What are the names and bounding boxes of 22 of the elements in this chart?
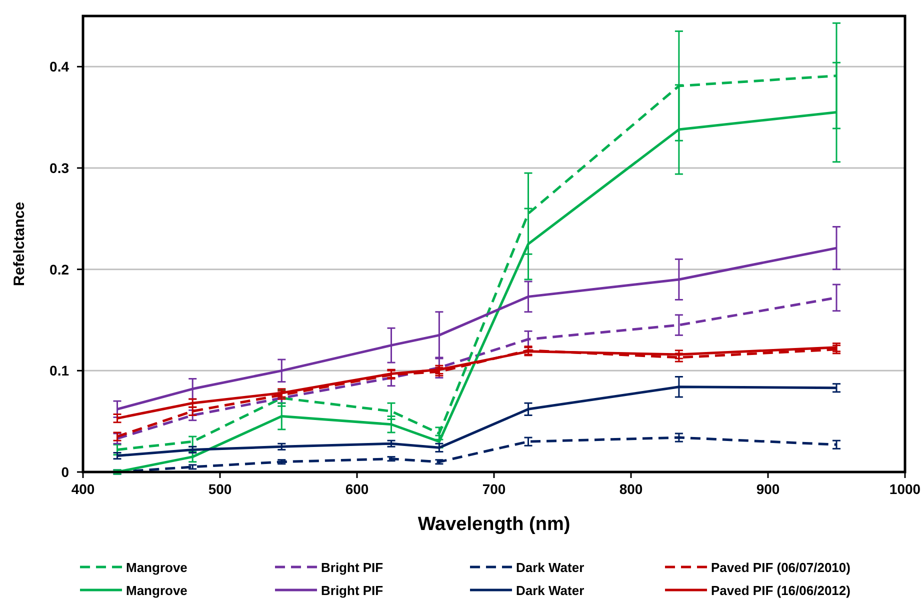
y-tick-label: 0.2 — [50, 261, 70, 278]
legend-label: Mangrove — [126, 560, 188, 575]
x-tick-label: 900 — [756, 481, 780, 497]
x-axis-title: Wavelength (nm) — [418, 514, 570, 535]
legend-label: Dark Water — [516, 560, 584, 575]
x-tick-label: 800 — [619, 481, 643, 497]
legend-label: Paved PIF (16/06/2012) — [711, 583, 850, 598]
y-tick-label: 0.4 — [50, 58, 70, 75]
x-tick-label: 500 — [208, 481, 232, 497]
x-tick-label: 600 — [345, 481, 369, 497]
x-tick-label: 400 — [71, 481, 95, 497]
legend-label: Mangrove — [126, 583, 188, 598]
y-axis-title: Refelctance — [11, 202, 28, 286]
x-tick-label: 700 — [482, 481, 506, 497]
x-tick-label: 1000 — [889, 481, 921, 497]
legend-label: Paved PIF (06/07/2010) — [711, 560, 850, 575]
y-tick-label: 0.3 — [50, 160, 70, 176]
legend-label: Bright PIF — [321, 560, 384, 575]
y-tick-label: 0 — [61, 464, 70, 480]
legend-label: Bright PIF — [321, 583, 384, 598]
y-tick-label: 0.1 — [50, 362, 70, 379]
legend-label: Dark Water — [516, 583, 584, 598]
